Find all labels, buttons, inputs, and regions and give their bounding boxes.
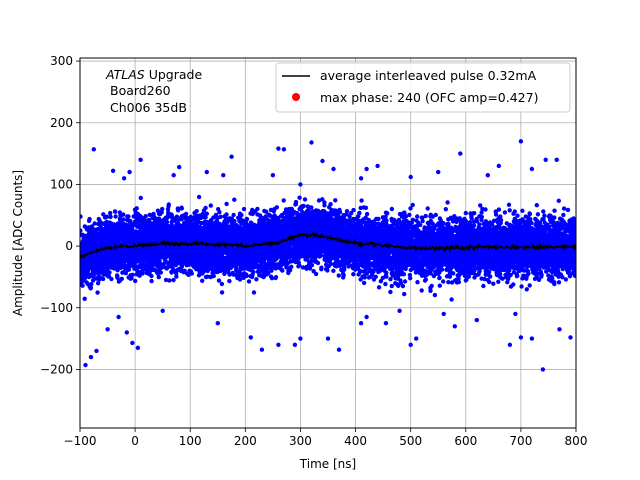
x-tick-label: 600	[454, 434, 477, 448]
legend-entry-average: average interleaved pulse 0.32mA	[320, 68, 537, 83]
y-axis-label: Amplitude [ADC Counts]	[11, 170, 25, 316]
annotation-atlas: ATLAS	[105, 67, 145, 82]
y-tick-label: 0	[65, 239, 73, 253]
y-tick-label: 100	[50, 177, 73, 191]
annotation-upgrade: Upgrade	[145, 67, 203, 82]
annotation-line-3: Ch006 35dB	[110, 100, 187, 115]
x-tick-label: 500	[399, 434, 422, 448]
annotation-line-2: Board260	[110, 83, 171, 98]
y-tick-label: 300	[50, 54, 73, 68]
x-tick-label: 300	[289, 434, 312, 448]
x-tick-label: 800	[565, 434, 588, 448]
x-tick-label: −100	[64, 434, 97, 448]
y-tick-label: 200	[50, 116, 73, 130]
legend-dot-marker	[292, 93, 300, 101]
legend-entry-maxphase: max phase: 240 (OFC amp=0.427)	[320, 90, 538, 105]
x-axis-label: Time [ns]	[299, 457, 356, 471]
x-tick-label: 400	[344, 434, 367, 448]
x-tick-label: 200	[234, 434, 257, 448]
x-tick-label: 100	[179, 434, 202, 448]
x-tick-label: 0	[131, 434, 139, 448]
x-tick-label: 700	[509, 434, 532, 448]
y-tick-label: −100	[40, 301, 73, 315]
legend: average interleaved pulse 0.32mA max pha…	[276, 63, 570, 112]
y-tick-label: −200	[40, 362, 73, 376]
annotation-line-1: ATLAS Upgrade	[105, 67, 202, 82]
